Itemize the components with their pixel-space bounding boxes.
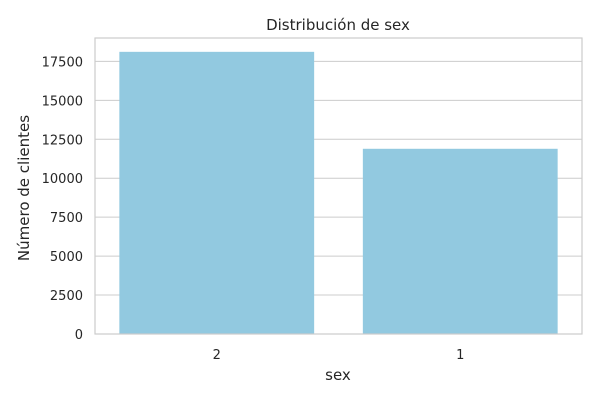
bar-2 — [119, 51, 315, 334]
y-tick-label: 17500 — [42, 55, 83, 70]
bar-1 — [362, 148, 558, 334]
y-tick-label: 7500 — [50, 211, 83, 226]
x-axis-title: sex — [325, 366, 351, 384]
bars — [119, 51, 558, 334]
chart-title: Distribución de sex — [266, 16, 410, 34]
y-tick-label: 2500 — [50, 289, 83, 304]
y-axis-title: Número de clientes — [15, 115, 33, 261]
x-tick-label: 2 — [213, 348, 221, 363]
y-tick-label: 15000 — [42, 94, 83, 109]
plot-frame — [94, 37, 583, 335]
y-tick-label: 12500 — [42, 133, 83, 148]
y-tick-labels: 0 2500 5000 7500 10000 12500 15000 17500 — [42, 55, 83, 343]
y-tick-label: 0 — [75, 328, 83, 343]
x-tick-label: 1 — [456, 348, 464, 363]
y-tick-label: 10000 — [42, 172, 83, 187]
y-tick-label: 5000 — [50, 250, 83, 265]
